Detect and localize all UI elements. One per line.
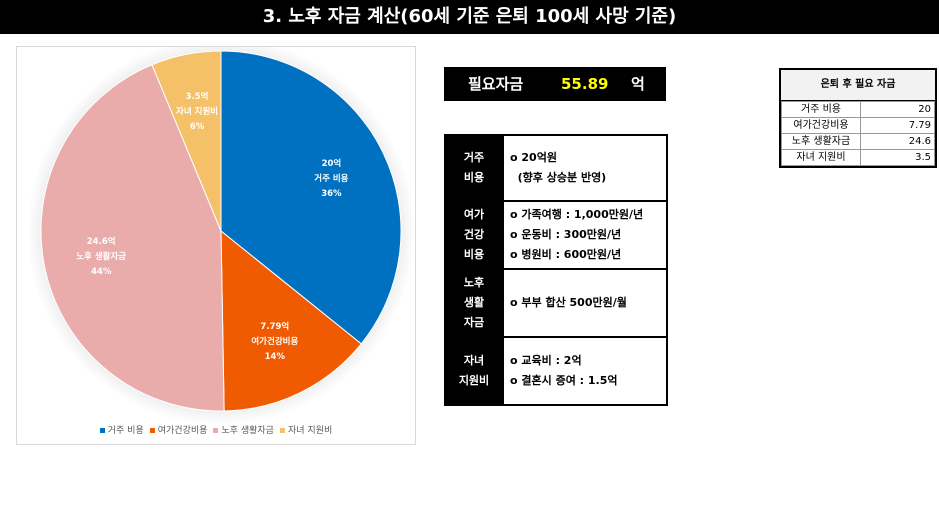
summary-label: 자녀 지원비 (781, 149, 861, 166)
table-row: 여가 건강 비용 o 가족여행 : 1,000만원/년 o 운동비 : 300만… (444, 200, 668, 270)
chart-legend: 거주 비용 여가건강비용 노후 생활자금 자녀 지원비 (17, 423, 415, 436)
legend-swatch (279, 428, 285, 433)
summary-table: 은퇴 후 필요 자금 거주 비용 20 여가건강비용 7.79 노후 생활자금 … (779, 68, 937, 168)
slice-value-label: 3.5억 (186, 91, 209, 102)
cost-breakdown-table: 거주 비용 o 20억원 (향후 상승분 반영) 여가 건강 비용 o 가족여행… (444, 134, 668, 406)
table-row: 거주 비용 o 20억원 (향후 상승분 반영) (444, 134, 668, 202)
row-detail: o 부부 합산 500만원/월 (502, 268, 668, 338)
required-funds-value: 55.89 (561, 75, 609, 93)
legend-item: 거주 비용 (99, 423, 144, 436)
slice-name-label: 거주 비용 (314, 173, 348, 184)
slice-value-label: 20억 (322, 158, 342, 169)
slice-percent-label: 6% (190, 122, 205, 132)
legend-label: 여가건강비용 (157, 426, 208, 436)
table-row: 여가건강비용 7.79 (781, 117, 935, 134)
legend-item: 여가건강비용 (149, 423, 208, 436)
pie-slice (220, 50, 402, 345)
slice-percent-label: 44% (91, 267, 112, 277)
detail-line: (향후 상승분 반영) (510, 171, 607, 184)
slice-name-label: 여가건강비용 (251, 336, 298, 347)
page-title: 3. 노후 자금 계산(60세 기준 은퇴 100세 사망 기준) (0, 0, 939, 34)
detail-line: o 운동비 : 300만원/년 (510, 228, 622, 241)
row-detail: o 교육비 : 2억 o 결혼시 증여 : 1.5억 (502, 336, 668, 406)
required-funds-label: 필요자금 (468, 75, 524, 93)
pie-slice (151, 50, 222, 232)
detail-line: o 병원비 : 600만원/년 (510, 248, 622, 261)
detail-line: o 결혼시 증여 : 1.5억 (510, 374, 618, 387)
slice-percent-label: 14% (265, 352, 286, 362)
table-row: 노후 생활자금 24.6 (781, 133, 935, 150)
required-funds-unit: 억 (631, 75, 645, 93)
summary-title: 은퇴 후 필요 자금 (781, 70, 935, 101)
slice-value-label: 7.79억 (260, 321, 289, 332)
table-row: 거주 비용 20 (781, 101, 935, 118)
summary-value: 7.79 (860, 117, 935, 134)
table-row: 노후 생활 자금 o 부부 합산 500만원/월 (444, 268, 668, 338)
row-detail: o 20억원 (향후 상승분 반영) (502, 134, 668, 202)
row-detail: o 가족여행 : 1,000만원/년 o 운동비 : 300만원/년 o 병원비… (502, 200, 668, 270)
slice-name-label: 노후 생활자금 (76, 251, 126, 262)
legend-label: 거주 비용 (107, 426, 144, 436)
legend-item: 노후 생활자금 (213, 423, 274, 436)
legend-swatch (99, 428, 105, 433)
detail-line: o 교육비 : 2억 (510, 354, 582, 367)
legend-label: 자녀 지원비 (287, 426, 333, 436)
table-row: 자녀 지원비 o 교육비 : 2억 o 결혼시 증여 : 1.5억 (444, 336, 668, 406)
required-funds-box: 필요자금 55.89 억 (444, 67, 666, 101)
row-header: 자녀 지원비 (444, 336, 504, 406)
summary-value: 24.6 (860, 133, 935, 150)
row-header: 여가 건강 비용 (444, 200, 504, 270)
summary-label: 거주 비용 (781, 101, 861, 118)
row-header: 거주 비용 (444, 134, 504, 202)
legend-swatch (213, 428, 219, 433)
legend-swatch (149, 428, 155, 433)
pie-slice (220, 229, 362, 412)
summary-value: 20 (860, 101, 935, 118)
slice-value-label: 24.6억 (87, 236, 116, 247)
row-header: 노후 생활 자금 (444, 268, 504, 338)
legend-label: 노후 생활자금 (221, 426, 274, 436)
detail-line: o 부부 합산 500만원/월 (510, 296, 627, 309)
summary-label: 여가건강비용 (781, 117, 861, 134)
pie-slice (40, 64, 225, 412)
summary-label: 노후 생활자금 (781, 133, 861, 150)
detail-line: o 20억원 (510, 151, 557, 164)
slice-percent-label: 36% (321, 189, 342, 199)
slice-name-label: 자녀 지원비 (176, 106, 218, 117)
detail-line: o 가족여행 : 1,000만원/년 (510, 208, 644, 221)
legend-item: 자녀 지원비 (279, 423, 333, 436)
summary-value: 3.5 (860, 149, 935, 166)
table-row: 자녀 지원비 3.5 (781, 149, 935, 166)
